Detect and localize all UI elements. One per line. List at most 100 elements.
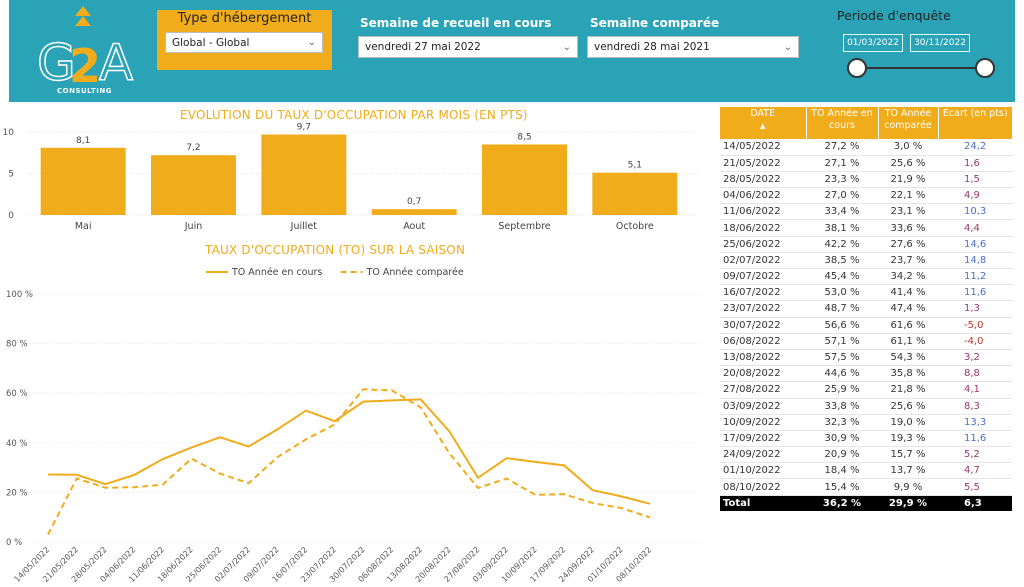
svg-text:A: A [99,34,133,92]
cell-ecart: 4,9 [938,187,1012,205]
type-hebergement-dropdown[interactable]: Global - Global ⌄ [165,32,323,53]
semaine-comparee-dropdown[interactable]: vendredi 28 mai 2021 ⌄ [587,36,799,58]
periode-start-date[interactable]: 01/03/2022 [843,34,903,52]
bar-y-tick: 0 [8,211,14,221]
col-to-encours-header[interactable]: TO Année en cours [806,107,879,139]
bar-y-tick: 10 [3,128,15,138]
cell-ecart: 4,7 [938,462,1012,480]
cell-to-encours: 32,3 % [806,414,878,431]
col-ecart-header[interactable]: Ecart (en pts) [938,107,1012,139]
cell-to-encours: 27,2 % [806,139,878,156]
cell-date: 27/08/2022 [720,381,806,399]
table-row[interactable]: 13/08/2022 57,5 % 54,3 % 3,2 [720,349,1012,367]
cell-to-comparee: 19,0 % [878,414,938,431]
bar[interactable] [592,172,678,215]
periode-end-date[interactable]: 30/11/2022 [910,34,970,52]
cell-ecart: 10,3 [938,203,1012,221]
cell-to-encours: 57,1 % [806,333,878,350]
table-row[interactable]: 18/06/2022 38,1 % 33,6 % 4,4 [720,219,1012,237]
table-row[interactable]: 10/09/2022 32,3 % 19,0 % 13,3 [720,414,1012,431]
occupation-table: DATE ▲ TO Année en cours TO Année comparé… [720,107,1012,512]
bar[interactable] [371,209,457,215]
periode-slider-start-handle[interactable] [847,58,867,78]
legend-series-name[interactable]: TO Année comparée [366,267,464,278]
series-line-dashed[interactable] [47,388,651,536]
bar[interactable] [261,134,347,215]
cell-to-comparee: 61,1 % [878,333,938,350]
bar-chart-title: EVOLUTION DU TAUX D'OCCUPATION PAR MOIS … [180,108,528,122]
table-row[interactable]: 24/09/2022 20,9 % 15,7 % 5,2 [720,446,1012,464]
table-row[interactable]: 03/09/2022 33,8 % 25,6 % 8,3 [720,398,1012,415]
table-row[interactable]: 09/07/2022 45,4 % 34,2 % 11,2 [720,268,1012,286]
cell-ecart: 1,6 [938,155,1012,172]
cell-date: 04/06/2022 [720,187,806,205]
g2a-logo: G 2 A [36,6,134,93]
legend-series-name[interactable]: TO Année en cours [231,267,322,278]
table-row[interactable]: 06/08/2022 57,1 % 61,1 % -4,0 [720,333,1012,350]
cell-to-encours: 25,9 % [806,381,878,399]
cell-to-comparee: 21,8 % [878,381,938,399]
table-row[interactable]: 21/05/2022 27,1 % 25,6 % 1,6 [720,155,1012,172]
bar-value-label: 9,7 [297,122,311,132]
col-to-comparee-header[interactable]: TO Année comparée [878,107,939,139]
cell-to-comparee: 47,4 % [878,300,938,318]
bar[interactable] [40,147,126,215]
table-row[interactable]: 28/05/2022 23,3 % 21,9 % 1,5 [720,171,1012,189]
cell-to-encours: 20,9 % [806,446,878,464]
svg-text:G: G [37,34,76,92]
table-row[interactable]: 27/08/2022 25,9 % 21,8 % 4,1 [720,381,1012,399]
table-row[interactable]: 02/07/2022 38,5 % 23,7 % 14,8 [720,252,1012,270]
table-row[interactable]: 25/06/2022 42,2 % 27,6 % 14,6 [720,236,1012,253]
table-row[interactable]: 11/06/2022 33,4 % 23,1 % 10,3 [720,203,1012,221]
cell-date: 08/10/2022 [720,478,806,496]
type-hebergement-slicer: Type d'hébergement Global - Global ⌄ [157,10,332,70]
table-row[interactable]: 14/05/2022 27,2 % 3,0 % 24,2 [720,139,1012,156]
line-y-tick: 60 % [6,389,28,399]
table-row[interactable]: 23/07/2022 48,7 % 47,4 % 1,3 [720,300,1012,318]
cell-date: 17/09/2022 [720,430,806,448]
total-to-encours: 36,2 % [806,495,878,512]
line-y-tick: 20 % [6,488,28,498]
chevron-down-icon: ⌄ [783,41,792,53]
type-hebergement-label: Type d'hébergement [177,11,312,26]
table-row[interactable]: 16/07/2022 53,0 % 41,4 % 11,6 [720,284,1012,302]
cell-ecart: 4,4 [938,219,1012,237]
cell-ecart: 24,2 [938,139,1012,156]
col-date-header[interactable]: DATE ▲ [720,107,807,139]
bar-category-label: Juin [184,221,202,232]
cell-ecart: 11,6 [938,430,1012,448]
table-row[interactable]: 04/06/2022 27,0 % 22,1 % 4,9 [720,187,1012,205]
cell-to-encours: 33,4 % [806,203,878,221]
cell-date: 16/07/2022 [720,284,806,302]
cell-to-encours: 48,7 % [806,300,878,318]
cell-date: 18/06/2022 [720,219,806,237]
table-row[interactable]: 20/08/2022 44,6 % 35,8 % 8,8 [720,365,1012,383]
bar-value-label: 8,5 [517,132,531,142]
table-row[interactable]: 30/07/2022 56,6 % 61,6 % -5,0 [720,317,1012,334]
cell-date: 21/05/2022 [720,155,806,172]
semaine-comparee-value: vendredi 28 mai 2021 [594,41,710,53]
cell-ecart: 14,8 [938,252,1012,270]
cell-to-encours: 27,1 % [806,155,878,172]
periode-slider-end-handle[interactable] [975,58,995,78]
cell-to-comparee: 25,6 % [878,398,938,415]
cell-to-comparee: 22,1 % [878,187,938,205]
bar-chart: 0 5 10 8,1 Mai 7,2 Juin 9,7 Juillet 0,7 Aout 8,5 Sep… [3,122,700,232]
cell-to-encours: 38,1 % [806,219,878,237]
cell-to-comparee: 9,9 % [878,478,938,496]
cell-ecart: 8,8 [938,365,1012,383]
cell-date: 10/09/2022 [720,414,806,431]
cell-to-comparee: 61,6 % [878,317,938,334]
table-row[interactable]: 08/10/2022 15,4 % 9,9 % 5,5 [720,478,1012,496]
bar-y-tick: 5 [8,170,14,180]
cell-to-comparee: 3,0 % [878,139,938,156]
bar[interactable] [482,144,567,215]
cell-to-comparee: 13,7 % [878,462,938,480]
table-row[interactable]: 01/10/2022 18,4 % 13,7 % 4,7 [720,462,1012,480]
series-line-solid[interactable] [47,398,651,505]
bar[interactable] [151,155,236,215]
cell-to-comparee: 19,3 % [878,430,938,448]
table-row[interactable]: 17/09/2022 30,9 % 19,3 % 11,6 [720,430,1012,448]
semaine-recueil-dropdown[interactable]: vendredi 27 mai 2022 ⌄ [358,36,578,58]
cell-date: 02/07/2022 [720,252,806,270]
